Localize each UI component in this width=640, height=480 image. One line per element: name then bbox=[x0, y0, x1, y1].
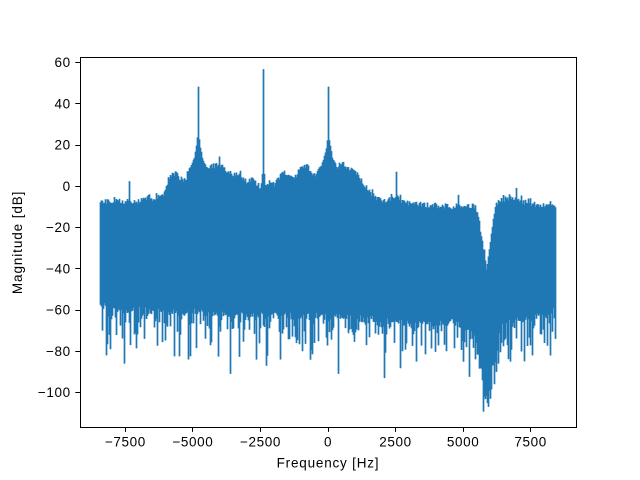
svg-text:5000: 5000 bbox=[447, 435, 479, 450]
svg-text:−2500: −2500 bbox=[240, 435, 281, 450]
svg-text:−60: −60 bbox=[46, 303, 71, 318]
svg-text:2500: 2500 bbox=[379, 435, 411, 450]
svg-text:−80: −80 bbox=[46, 344, 71, 359]
svg-text:−20: −20 bbox=[46, 220, 71, 235]
svg-text:−7500: −7500 bbox=[105, 435, 146, 450]
svg-text:20: 20 bbox=[54, 138, 70, 153]
svg-text:−5000: −5000 bbox=[172, 435, 213, 450]
svg-text:7500: 7500 bbox=[514, 435, 546, 450]
svg-text:Frequency [Hz]: Frequency [Hz] bbox=[277, 456, 380, 471]
svg-text:40: 40 bbox=[54, 97, 70, 112]
svg-text:0: 0 bbox=[63, 179, 71, 194]
svg-text:60: 60 bbox=[54, 55, 70, 70]
svg-text:Magnitude [dB]: Magnitude [dB] bbox=[10, 191, 25, 294]
svg-text:−40: −40 bbox=[46, 261, 71, 276]
svg-text:−100: −100 bbox=[38, 385, 71, 400]
svg-text:0: 0 bbox=[324, 435, 332, 450]
